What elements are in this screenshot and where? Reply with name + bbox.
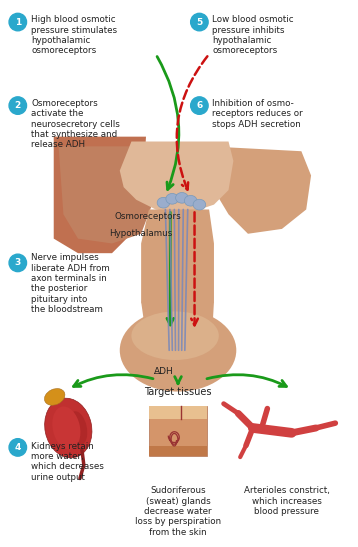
Text: Low blood osmotic
pressure inhibits
hypothalamic
osmoreceptors: Low blood osmotic pressure inhibits hypo…: [212, 15, 294, 55]
Text: Arterioles constrict,
which increases
blood pressure: Arterioles constrict, which increases bl…: [244, 486, 330, 516]
Ellipse shape: [44, 388, 65, 405]
Text: Sudoriferous
(sweat) glands
decrease water
loss by perspiration
from the skin: Sudoriferous (sweat) glands decrease wat…: [135, 486, 221, 537]
Text: 6: 6: [196, 101, 203, 110]
Text: Target tissues: Target tissues: [144, 387, 212, 397]
Ellipse shape: [166, 194, 179, 204]
Text: Osmoreceptors: Osmoreceptors: [115, 212, 181, 222]
Circle shape: [9, 97, 26, 114]
Ellipse shape: [193, 199, 206, 210]
FancyBboxPatch shape: [149, 406, 207, 419]
Ellipse shape: [52, 406, 81, 450]
Text: High blood osmotic
pressure stimulates
hypothalamic
osmoreceptors: High blood osmotic pressure stimulates h…: [32, 15, 117, 55]
Polygon shape: [141, 302, 214, 360]
Text: Kidneys retain
more water,
which decreases
urine output: Kidneys retain more water, which decreas…: [32, 441, 104, 482]
Text: ADH: ADH: [154, 367, 174, 376]
Ellipse shape: [176, 193, 188, 203]
Ellipse shape: [45, 398, 92, 458]
Polygon shape: [120, 142, 233, 212]
Text: 3: 3: [15, 258, 21, 267]
Circle shape: [9, 13, 26, 31]
Circle shape: [191, 97, 208, 114]
Ellipse shape: [157, 197, 170, 208]
Ellipse shape: [131, 311, 219, 360]
Text: 5: 5: [196, 18, 203, 27]
Text: Inhibition of osmo-
receptors reduces or
stops ADH secretion: Inhibition of osmo- receptors reduces or…: [212, 99, 303, 129]
Polygon shape: [54, 137, 146, 253]
Text: 4: 4: [15, 443, 21, 452]
Polygon shape: [59, 147, 156, 243]
Circle shape: [9, 439, 26, 456]
Text: Hypothalamus: Hypothalamus: [110, 229, 173, 238]
FancyBboxPatch shape: [149, 406, 207, 456]
Polygon shape: [141, 210, 214, 334]
Text: Nerve impulses
liberate ADH from
axon terminals in
the posterior
pituitary into
: Nerve impulses liberate ADH from axon te…: [32, 253, 110, 314]
FancyBboxPatch shape: [149, 446, 207, 456]
Ellipse shape: [120, 309, 236, 392]
Text: 1: 1: [15, 18, 21, 27]
Polygon shape: [209, 147, 311, 234]
Ellipse shape: [69, 411, 87, 445]
Circle shape: [9, 254, 26, 272]
Text: Osmoreceptors
activate the
neurosecretory cells
that synthesize and
release ADH: Osmoreceptors activate the neurosecretor…: [32, 99, 120, 149]
Text: 2: 2: [15, 101, 21, 110]
Ellipse shape: [184, 195, 197, 206]
Circle shape: [191, 13, 208, 31]
